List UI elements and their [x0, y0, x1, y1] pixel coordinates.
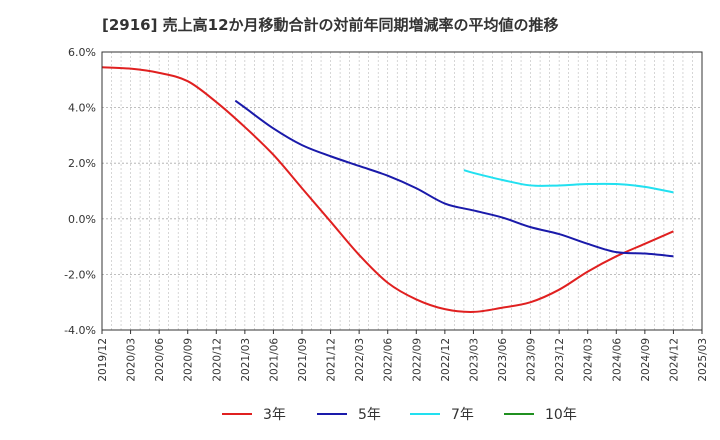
x-tick-label: 2022/03 — [354, 338, 366, 382]
x-axis-ticks: 2019/12 2020/03 2020/06 2020/09 2020/12 2021/… — [97, 330, 709, 382]
legend-label: 5年 — [358, 407, 381, 423]
series-lines — [101, 66, 674, 313]
legend: 3年 5年 7年 10年 — [222, 407, 577, 423]
x-tick-label: 2022/06 — [383, 338, 395, 382]
y-tick-label: 2.0% — [68, 157, 96, 170]
plot-frame — [101, 51, 703, 331]
x-tick-label: 2025/03 — [697, 338, 709, 382]
legend-label: 7年 — [451, 407, 474, 423]
x-tick-label: 2023/03 — [468, 338, 480, 382]
x-tick-label: 2021/03 — [240, 338, 252, 382]
x-tick-label: 2020/12 — [211, 338, 223, 382]
x-tick-label: 2023/09 — [526, 338, 538, 382]
y-tick-label: 4.0% — [68, 102, 96, 115]
x-tick-label: 2020/06 — [154, 338, 166, 382]
x-tick-label: 2020/03 — [126, 338, 138, 382]
x-tick-label: 2019/12 — [97, 338, 109, 382]
x-tick-label: 2024/12 — [668, 338, 680, 382]
x-tick-label: 2022/09 — [411, 338, 423, 382]
x-tick-label: 2024/03 — [583, 338, 595, 382]
series-line-7年 — [463, 169, 674, 194]
series-line-3年 — [101, 66, 674, 313]
x-tick-label: 2020/09 — [183, 338, 195, 382]
y-tick-label: -2.0% — [64, 268, 96, 281]
y-tick-label: -4.0% — [64, 324, 96, 337]
y-tick-label: 6.0% — [68, 46, 96, 59]
legend-label: 3年 — [263, 407, 286, 423]
x-tick-label: 2023/06 — [497, 338, 509, 382]
x-tick-label: 2022/12 — [440, 338, 452, 382]
series-line-5年 — [234, 99, 674, 258]
legend-label: 10年 — [545, 407, 577, 423]
grid-lines — [101, 51, 703, 331]
x-tick-label: 2024/09 — [640, 338, 652, 382]
y-tick-label: 0.0% — [68, 213, 96, 226]
x-tick-label: 2021/06 — [268, 338, 280, 382]
x-tick-label: 2024/06 — [611, 338, 623, 382]
y-axis-ticks: 6.0% 4.0% 2.0% 0.0% -2.0% -4.0% — [64, 46, 96, 337]
x-tick-label: 2021/09 — [297, 338, 309, 382]
chart-title: [2916] 売上高12か月移動合計の対前年同期増減率の平均値の推移 — [102, 16, 559, 34]
x-tick-label: 2021/12 — [326, 338, 338, 382]
x-tick-label: 2023/12 — [554, 338, 566, 382]
